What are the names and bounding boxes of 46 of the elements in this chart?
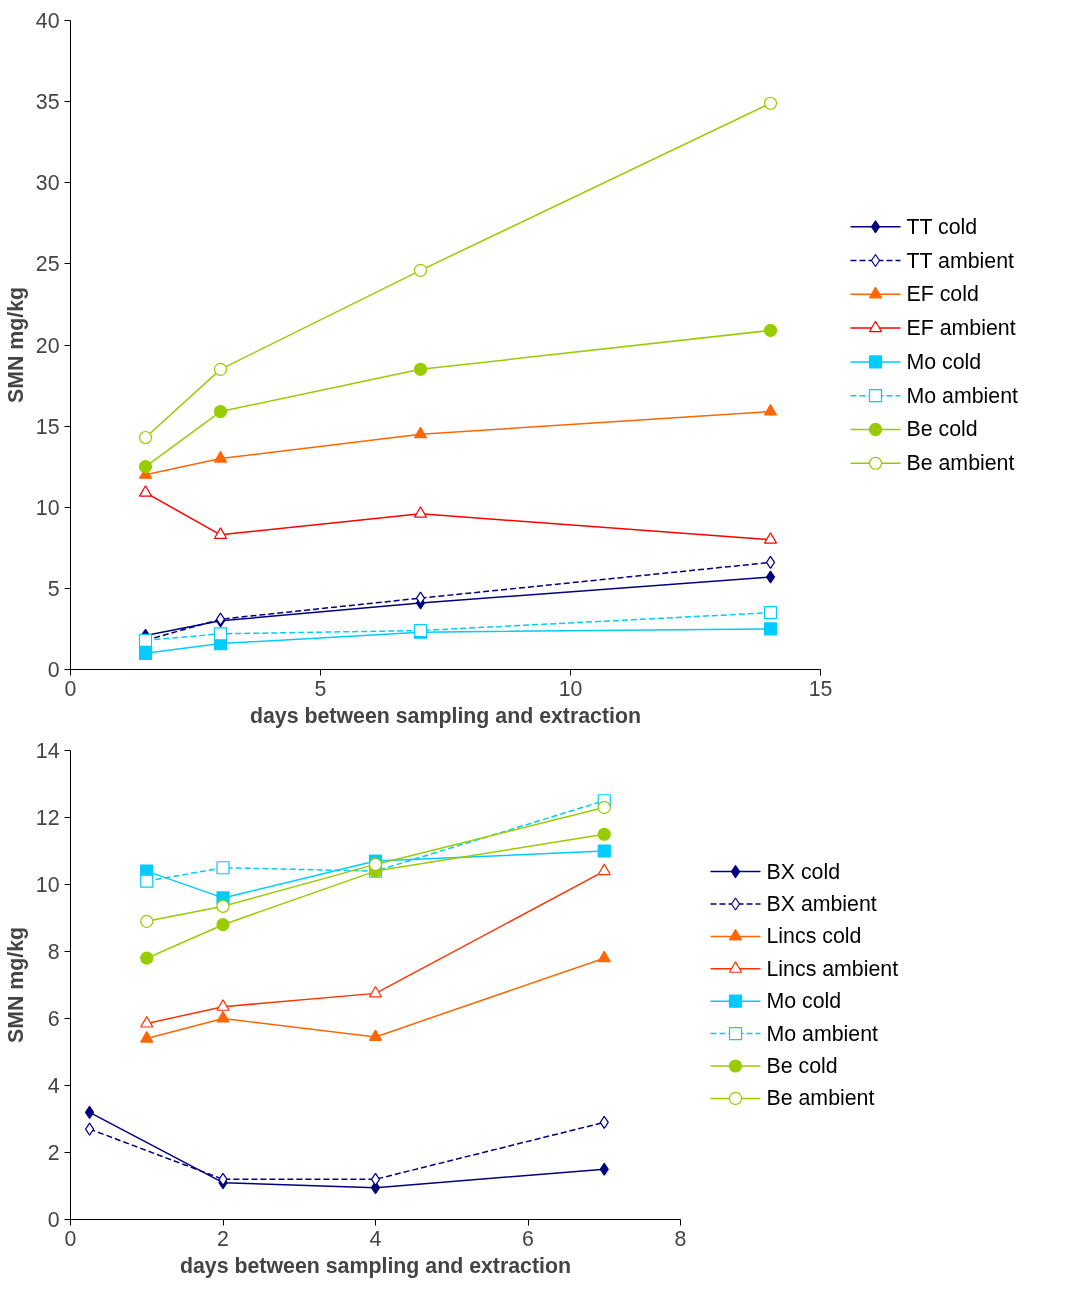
y-tick-label: 0 bbox=[47, 1208, 60, 1232]
legend-label: Mo cold bbox=[906, 349, 982, 374]
y-tick-label: 40 bbox=[35, 9, 60, 33]
legend-label: Be ambient bbox=[766, 1086, 875, 1111]
legend-label: Be ambient bbox=[906, 451, 1015, 476]
y-tick-label: 12 bbox=[35, 806, 60, 830]
y-tick-label: 20 bbox=[35, 333, 60, 358]
y-tick-label: 0 bbox=[47, 658, 60, 682]
x-tick-label: 5 bbox=[314, 676, 327, 701]
y-axis-title: SMN mg/kg bbox=[3, 286, 28, 404]
legend-label: EF cold bbox=[906, 282, 979, 307]
y-tick-label: 6 bbox=[47, 1007, 60, 1031]
y-tick-label: 15 bbox=[35, 414, 60, 439]
x-axis-title: days between sampling and extraction bbox=[179, 1253, 572, 1278]
x-tick-label: 2 bbox=[217, 1226, 229, 1251]
legend-label: BX cold bbox=[766, 859, 841, 884]
x-tick-label: 15 bbox=[808, 676, 833, 701]
y-tick-label: 2 bbox=[47, 1141, 60, 1165]
y-tick-label: 35 bbox=[35, 90, 60, 115]
y-tick-label: 4 bbox=[47, 1074, 60, 1098]
x-tick-label: 4 bbox=[369, 1226, 382, 1251]
y-tick-label: 14 bbox=[35, 739, 60, 763]
y-tick-label: 30 bbox=[35, 171, 60, 196]
y-tick-label: 10 bbox=[35, 495, 60, 520]
y-tick-label: 5 bbox=[47, 576, 60, 601]
legend-label: Mo ambient bbox=[766, 1021, 879, 1046]
y-tick-label: 8 bbox=[47, 940, 60, 964]
x-tick-label: 0 bbox=[64, 676, 77, 701]
x-tick-label: 8 bbox=[674, 1226, 687, 1251]
legend-label: Lincs ambient bbox=[766, 956, 899, 981]
x-tick-label: 10 bbox=[558, 676, 583, 701]
legend-label: Lincs cold bbox=[766, 924, 862, 949]
legend-label: Be cold bbox=[766, 1054, 838, 1079]
y-tick-label: 10 bbox=[35, 873, 60, 897]
legend-label: Mo ambient bbox=[906, 383, 1019, 408]
x-tick-label: 6 bbox=[522, 1226, 534, 1251]
legend-label: EF ambient bbox=[906, 316, 1016, 341]
legend-label: TT ambient bbox=[906, 248, 1015, 273]
legend-label: BX ambient bbox=[766, 891, 877, 916]
legend-label: TT cold bbox=[906, 214, 978, 239]
legend-label: Mo cold bbox=[766, 989, 842, 1014]
y-axis-title: SMN mg/kg bbox=[3, 926, 28, 1044]
x-axis-title: days between sampling and extraction bbox=[249, 703, 642, 728]
legend-label: Be cold bbox=[906, 417, 978, 442]
y-tick-label: 25 bbox=[35, 252, 60, 277]
x-tick-label: 0 bbox=[64, 1226, 77, 1251]
